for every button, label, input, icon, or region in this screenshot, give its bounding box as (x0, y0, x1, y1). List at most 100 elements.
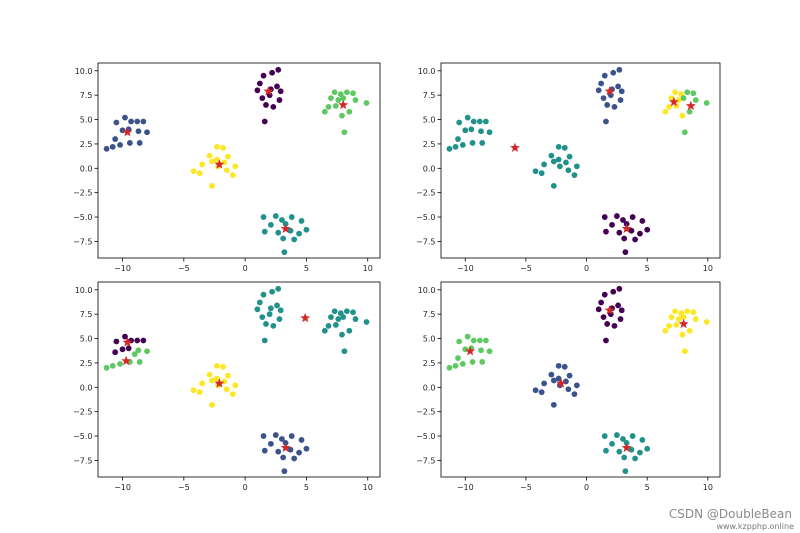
y-tick-label: 0.0 (423, 164, 436, 173)
cluster-3-point (468, 126, 475, 133)
cluster-5-point (690, 90, 697, 97)
cluster-2-point (604, 102, 611, 108)
cluster-2-point (561, 363, 568, 370)
y-tick-label: −2.5 (416, 408, 435, 417)
cluster-2-point (611, 103, 618, 110)
cluster-3-point (609, 440, 615, 447)
cluster-3-point (464, 114, 471, 121)
cluster-5-point (196, 389, 203, 396)
cluster-5-point (703, 100, 710, 106)
cluster-2-point (610, 69, 617, 76)
cluster-2-point (117, 142, 123, 148)
axes-frame (440, 62, 721, 259)
cluster-3-point (622, 468, 629, 475)
y-tick-label: 5.0 (80, 335, 93, 344)
cluster-1-point (639, 218, 646, 224)
cluster-3-point (261, 337, 268, 344)
cluster-1-point (263, 102, 269, 108)
centroid-star (280, 223, 291, 233)
cluster-2-point (291, 455, 298, 462)
cluster-2-point (571, 391, 578, 398)
cluster-3-point (548, 152, 555, 159)
y-tick-label: −5.0 (416, 432, 435, 441)
cluster-5-point (675, 316, 682, 322)
cluster-3-point (616, 448, 623, 455)
cluster-3-point (363, 319, 370, 325)
cluster-1-point (125, 345, 132, 352)
x-tick-label: −5 (520, 264, 532, 273)
cluster-5-point (686, 108, 693, 115)
y-tick-label: 0.0 (80, 164, 93, 173)
cluster-2-point (303, 445, 310, 452)
cluster-2-point (555, 362, 562, 369)
cluster-4-point (662, 108, 669, 115)
cluster-3-point (267, 305, 274, 312)
cluster-3-point (613, 432, 620, 438)
y-tick-label: 0.0 (423, 383, 436, 392)
cluster-5-point (199, 380, 206, 387)
cluster-3-point (275, 285, 282, 292)
y-tick-label: 0.0 (80, 383, 93, 392)
cluster-1-point (261, 118, 268, 125)
x-tick-label: −5 (178, 264, 190, 273)
cluster-2-point (119, 127, 126, 134)
y-tick-label: −2.5 (416, 189, 435, 198)
cluster-3-point (266, 311, 273, 318)
cluster-2-point (548, 371, 555, 378)
y-tick-label: 7.5 (423, 91, 436, 100)
cluster-2-point (601, 72, 608, 79)
y-tick-label: −5.0 (73, 432, 92, 441)
cluster-5-point (680, 314, 687, 320)
cluster-5-point (225, 372, 231, 379)
cluster-4-point (464, 333, 471, 340)
cluster-1-point (134, 337, 141, 344)
cluster-2-point (550, 377, 557, 384)
cluster-2-point (126, 140, 133, 146)
cluster-5-point (214, 156, 220, 163)
cluster-1-point (122, 333, 128, 340)
cluster-4-point (486, 348, 493, 355)
cluster-3-point (339, 331, 345, 338)
cluster-1-point (112, 349, 119, 356)
cluster-2-point (616, 66, 623, 73)
cluster-2-point (109, 143, 116, 150)
cluster-3-point (343, 308, 350, 315)
cluster-2-point (573, 382, 580, 389)
cluster-3-point (470, 118, 477, 125)
cluster-3-point (565, 167, 572, 174)
cluster-2-point (607, 92, 614, 99)
cluster-1-point (622, 249, 629, 256)
cluster-1-point (274, 83, 280, 90)
cluster-2-point (565, 386, 572, 393)
y-tick-label: −5.0 (73, 213, 92, 222)
cluster-2-point (598, 80, 605, 87)
cluster-2-point (280, 454, 287, 461)
centroid-star (214, 159, 225, 169)
cluster-1-point (604, 321, 611, 327)
centroid-star (621, 223, 632, 233)
cluster-4-point (479, 359, 486, 365)
cluster-3-point (628, 446, 635, 453)
cluster-5-point (190, 168, 197, 175)
cluster-2-point (144, 129, 150, 136)
cluster-4-point (452, 362, 459, 369)
cluster-3-point (459, 142, 466, 148)
y-tick-label: −2.5 (73, 189, 92, 198)
cluster-5-point (214, 362, 220, 369)
y-tick-label: 10.0 (418, 286, 436, 295)
cluster-2-point (267, 440, 274, 447)
x-tick-label: 5 (645, 264, 650, 273)
cluster-2-point (103, 145, 110, 152)
cluster-3-point (462, 127, 469, 134)
y-tick-label: 2.5 (80, 140, 93, 149)
x-tick-label: −10 (457, 483, 474, 492)
cluster-1-point (601, 214, 608, 220)
watermark-site: www.kzpphp.online (716, 522, 794, 531)
cluster-3-point (288, 214, 295, 220)
cluster-1-point (644, 226, 651, 233)
cluster-1-point (270, 103, 277, 110)
cluster-3-point (325, 322, 332, 329)
cluster-5-point (196, 170, 203, 177)
cluster-4-point (666, 103, 672, 110)
cluster-5-point (221, 159, 228, 166)
